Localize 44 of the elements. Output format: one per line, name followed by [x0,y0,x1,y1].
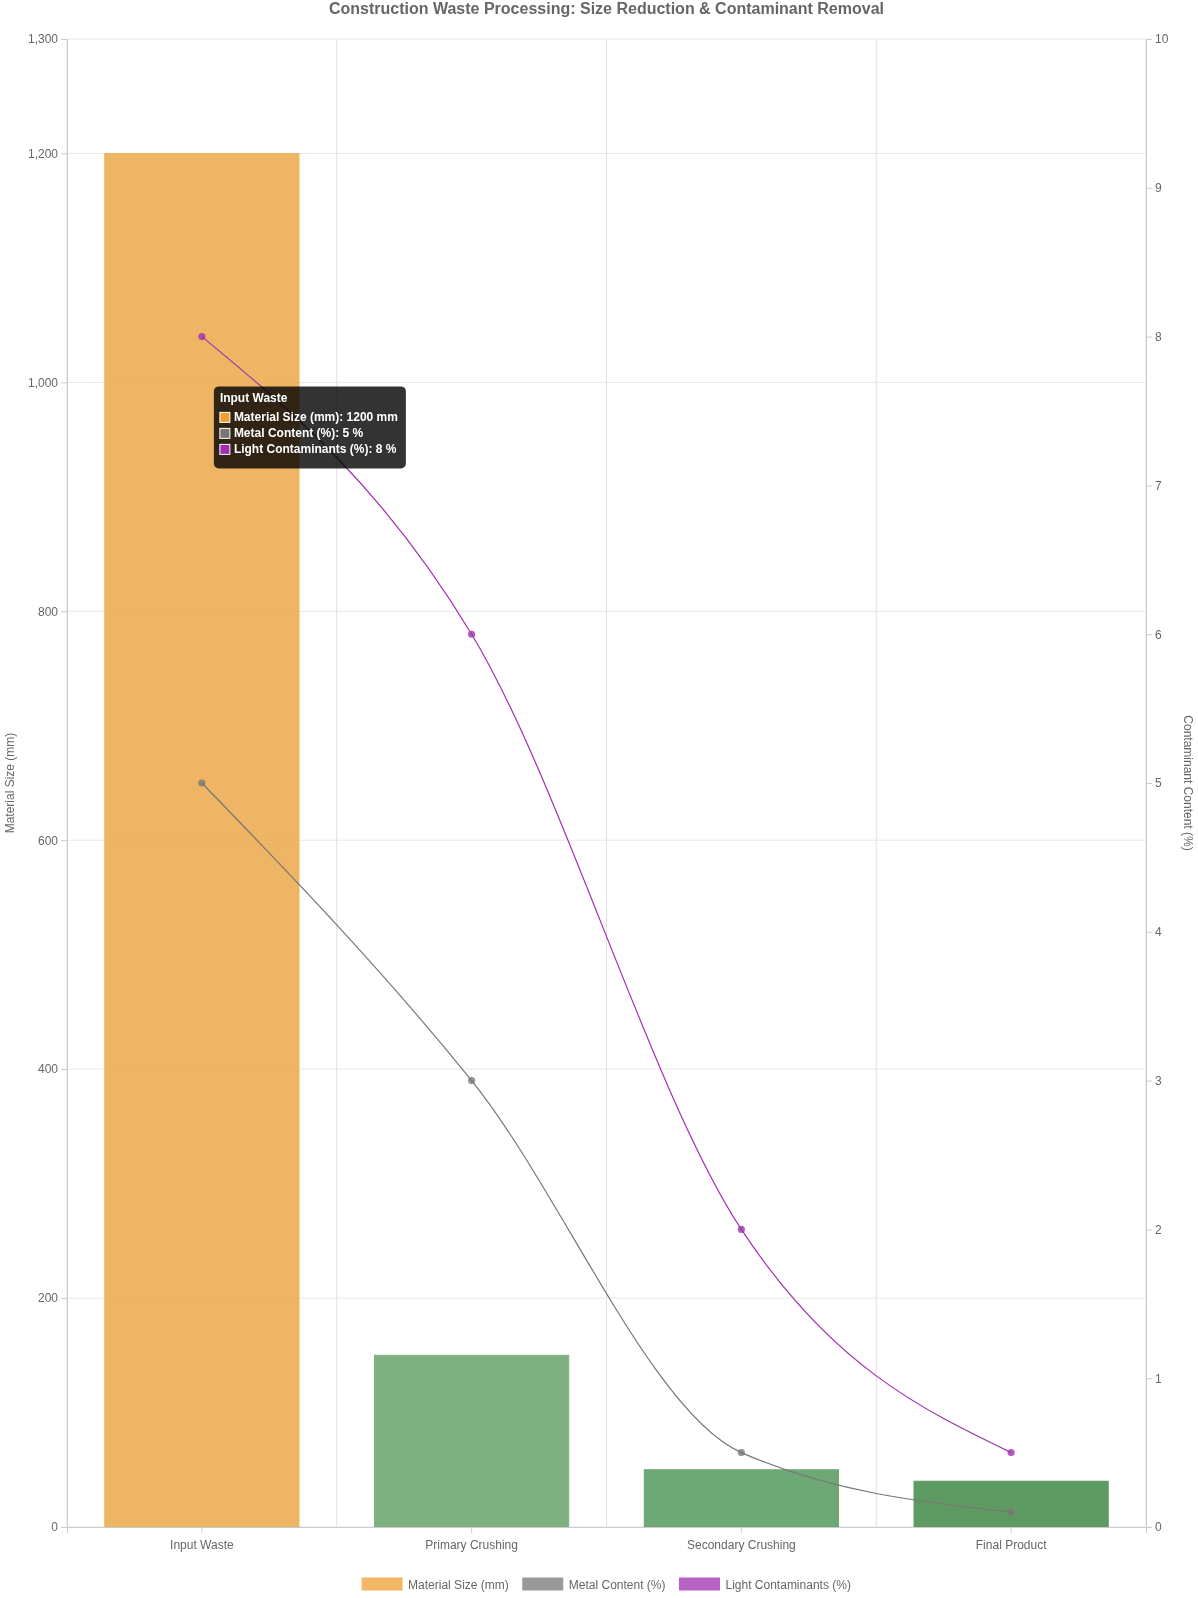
y-tick-label: 400 [37,1062,59,1077]
bar [643,1469,839,1528]
point [198,333,206,341]
y2-tick-label: 5 [1155,776,1162,791]
x-tick-label: Final Product [975,1538,1048,1553]
annotation: Input Waste [219,391,288,406]
legend-label: Light Contaminants (%) [725,1578,851,1592]
x-tick-label: Input Waste [170,1538,234,1553]
y2-tick-label: 7 [1155,478,1162,493]
point [468,1077,476,1085]
y2-tick-label: 6 [1155,627,1162,642]
y-tick-label: 600 [37,833,59,848]
y2-tick-label: 2 [1155,1222,1162,1237]
y2-tick-label: 4 [1155,925,1162,940]
y-axis-title: Material Size (mm) [3,732,17,834]
y-tick-label: 1,200 [27,146,59,161]
x-tick-label: Primary Crushing [425,1538,518,1553]
y-tick-label: 800 [37,604,59,619]
annotation: Metal Content (%): 5 % [233,426,364,441]
y-tick-label: 200 [37,1291,59,1306]
y2-tick-label: 0 [1155,1520,1162,1535]
y2-tick-label: 8 [1155,329,1162,344]
point [737,1225,745,1233]
point [468,630,476,638]
point [1007,1449,1015,1457]
chart-title: Construction Waste Processing: Size Reduction & Contaminant Removal [328,0,885,17]
point [737,1449,745,1457]
y2-tick-label: 9 [1155,181,1162,196]
y2-tick-label: 1 [1155,1371,1162,1386]
annotation: Material Size (mm): 1200 mm [233,410,398,425]
bar [913,1480,1109,1528]
y2-axis-title: Contaminant Content (%) [1181,715,1195,851]
annotation: Light Contaminants (%): 8 % [233,442,397,457]
x-tick-label: Secondary Crushing [687,1538,796,1553]
y2-tick-label: 10 [1155,32,1169,47]
y-tick-label: 1,300 [27,32,59,47]
point [1007,1508,1015,1516]
legend-label: Material Size (mm) [408,1578,509,1592]
y-tick-label: 0 [51,1520,59,1535]
bar [374,1354,570,1528]
y2-tick-label: 3 [1155,1073,1162,1088]
legend-label: Metal Content (%) [568,1578,666,1592]
y-tick-label: 1,000 [27,375,59,390]
point [198,779,206,787]
